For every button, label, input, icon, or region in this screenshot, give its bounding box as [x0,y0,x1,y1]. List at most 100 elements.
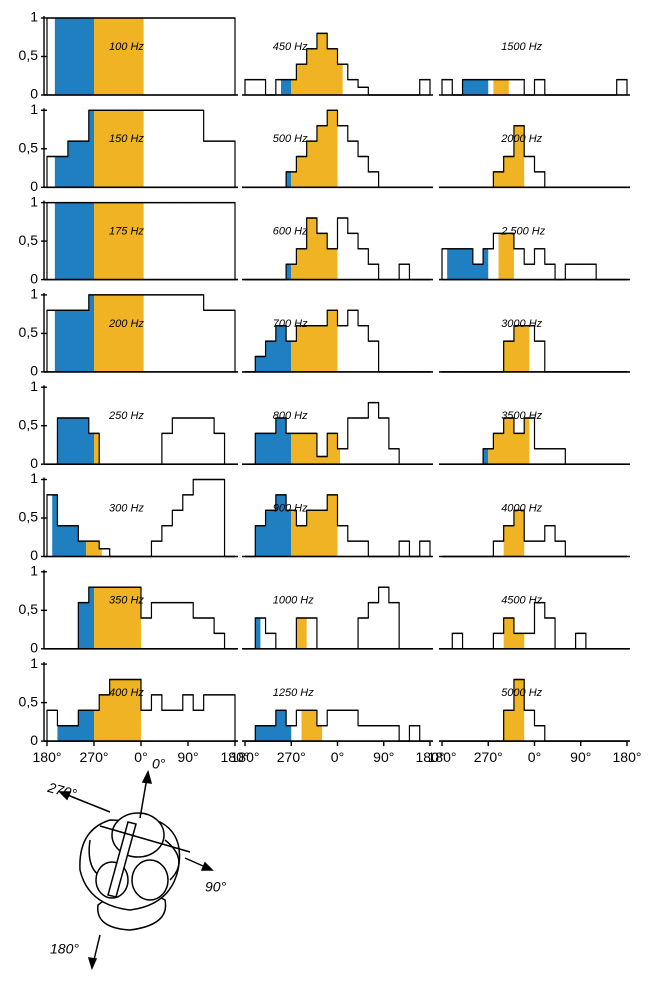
highlight-region [94,294,144,372]
panel-title: 3500 Hz [501,410,542,422]
right-arm [164,839,180,881]
panel-title: 1000 Hz [273,595,314,607]
violin [107,821,137,898]
y-tick-label: 0 [30,178,38,194]
direction-label: 270° [45,779,78,802]
y-tick-label: 0 [30,363,38,379]
highlight-region [503,325,530,372]
y-tick-label: 0 [30,547,38,563]
y-tick-label: 0 [30,640,38,656]
x-tick-label: 180° [231,749,260,765]
panel-title: 400 Hz [109,687,144,699]
highlight-region [291,494,338,557]
highlight-region [447,233,489,280]
arrowhead [58,791,72,801]
arrowhead [200,861,214,871]
highlight-region [301,710,323,742]
y-tick-label: 1 [30,9,38,25]
highlight-region [291,402,341,465]
y-tick-label: 0,5 [19,693,39,709]
y-tick-label: 1 [30,193,38,209]
x-tick-label: 0° [331,749,344,765]
panel-title: 100 Hz [109,41,144,53]
highlight-region [291,310,338,372]
highlight-region [452,79,489,95]
violinist-diagram [58,769,214,971]
highlight-region [255,494,292,557]
y-tick-label: 1 [30,563,38,579]
panel-title: 2000 Hz [500,133,542,145]
highlight-region [78,587,94,649]
panel-title: 4000 Hz [501,502,542,514]
panel-title: 4500 Hz [501,595,542,607]
highlight-region [94,679,141,742]
highlight-region [291,587,307,649]
y-tick-label: 0 [30,732,38,748]
y-tick-label: 0,5 [19,140,39,156]
highlight-region [94,587,141,649]
y-tick-label: 1 [30,286,38,302]
highlight-region [493,79,509,95]
panel-title: 500 Hz [273,133,308,145]
x-tick-label: 90° [570,749,591,765]
highlight-region [472,602,478,649]
y-tick-label: 0 [30,86,38,102]
x-tick-label: 180° [428,749,457,765]
arrowhead [141,769,153,784]
direction-label: 90° [205,879,227,895]
panel-title: 3000 Hz [501,318,542,330]
highlight-region [94,418,102,465]
x-tick-label: 0° [134,749,147,765]
step-outline [442,325,627,373]
panel-title: 250 Hz [108,410,144,422]
direction-label: 180° [50,941,79,957]
panel-title: 900 Hz [273,502,308,514]
highlight-region [54,202,94,280]
highlight-region [291,218,338,280]
panel-title: 1500 Hz [501,41,542,53]
highlight-region [483,125,489,188]
step-outline [442,417,627,465]
y-tick-label: 1 [30,470,38,486]
x-tick-label: 180° [221,749,250,765]
panel-title: 5000 Hz [501,687,542,699]
panel-title: 800 Hz [273,410,308,422]
x-tick-label: 180° [33,749,62,765]
highlight-region [503,602,525,649]
y-tick-label: 0 [30,270,38,286]
panel-title: 175 Hz [109,226,144,238]
panel-title: 350 Hz [109,595,144,607]
y-tick-label: 1 [30,378,38,394]
x-tick-label: 270° [474,749,503,765]
y-tick-label: 0,5 [19,324,39,340]
highlight-region [250,710,292,742]
panel-title: 600 Hz [273,226,308,238]
x-tick-label: 90° [177,749,198,765]
highlight-region [94,202,144,280]
y-tick-label: 0,5 [19,47,39,63]
direction-label: 0° [152,756,166,772]
highlight-region [57,679,94,742]
highlight-region [488,418,530,465]
x-tick-label: 270° [80,749,109,765]
panel-title: 450 Hz [273,41,308,53]
panel-title: 300 Hz [109,502,144,514]
step-outline [245,494,431,558]
highlight-region [291,110,338,188]
highlight-region [291,33,343,95]
panel-title: 1250 Hz [273,687,314,699]
y-tick-label: 0,5 [19,416,39,432]
panel-title: 700 Hz [273,318,308,330]
highlight-region [54,110,94,188]
y-tick-label: 0,5 [19,232,39,248]
y-tick-label: 1 [30,101,38,117]
highlight-region [57,418,94,465]
x-tick-label: 90° [373,749,394,765]
highlight-region [94,110,144,188]
y-tick-label: 1 [30,655,38,671]
panel-title: 150 Hz [109,133,144,145]
highlight-region [498,233,514,280]
panel-title: 200 Hz [108,318,144,330]
knee [131,859,169,901]
